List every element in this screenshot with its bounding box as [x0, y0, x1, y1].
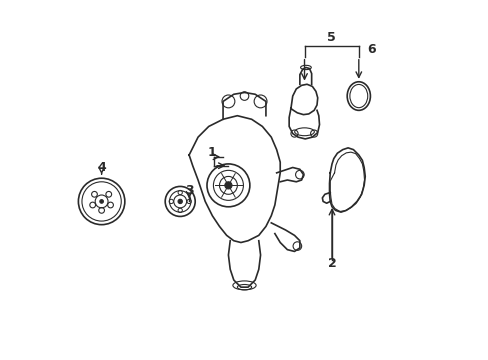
Text: 2: 2 [327, 257, 336, 270]
Circle shape [100, 200, 103, 203]
Circle shape [178, 199, 182, 203]
Text: 3: 3 [184, 184, 193, 197]
Text: 5: 5 [326, 31, 335, 44]
Circle shape [224, 182, 231, 189]
Text: 1: 1 [207, 146, 216, 159]
Text: 4: 4 [97, 161, 106, 174]
Text: 6: 6 [366, 43, 375, 56]
